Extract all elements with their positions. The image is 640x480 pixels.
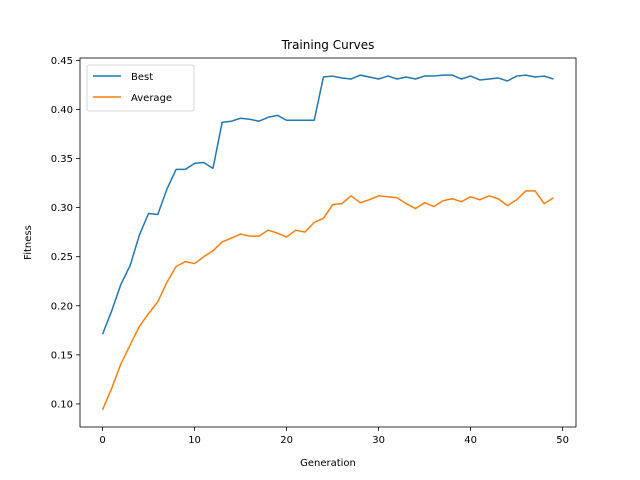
chart-title: Training Curves [281, 38, 375, 52]
y-tick-label: 0.10 [51, 399, 73, 410]
x-tick-label: 20 [280, 435, 293, 446]
x-tick-label: 0 [99, 435, 105, 446]
legend-label-average: Average [131, 93, 172, 104]
y-tick-label: 0.45 [51, 56, 73, 67]
y-tick-label: 0.35 [51, 154, 73, 165]
series-line-best [101, 74, 554, 335]
series-layer [101, 74, 554, 411]
x-axis-label: Generation [300, 458, 356, 469]
x-tick-label: 30 [372, 435, 385, 446]
y-tick-label: 0.30 [51, 203, 73, 214]
x-tick-label: 50 [556, 435, 569, 446]
y-tick-label: 0.15 [51, 350, 73, 361]
plot-frame [79, 57, 577, 428]
plot-area [79, 57, 577, 428]
y-tick-label: 0.40 [51, 105, 73, 116]
y-axis-label: Fitness [23, 225, 34, 260]
y-tick-label: 0.25 [51, 252, 73, 263]
legend-label-best: Best [131, 72, 153, 83]
legend: Best Average [86, 64, 195, 112]
y-axis: 0.10 0.15 0.20 0.25 0.30 0.35 0.40 0.45 [51, 56, 80, 410]
y-tick-label: 0.20 [51, 301, 73, 312]
x-axis: 0 10 20 30 40 50 [99, 427, 569, 446]
x-tick-label: 10 [188, 435, 201, 446]
x-tick-label: 40 [464, 435, 477, 446]
series-line-average [101, 190, 554, 411]
